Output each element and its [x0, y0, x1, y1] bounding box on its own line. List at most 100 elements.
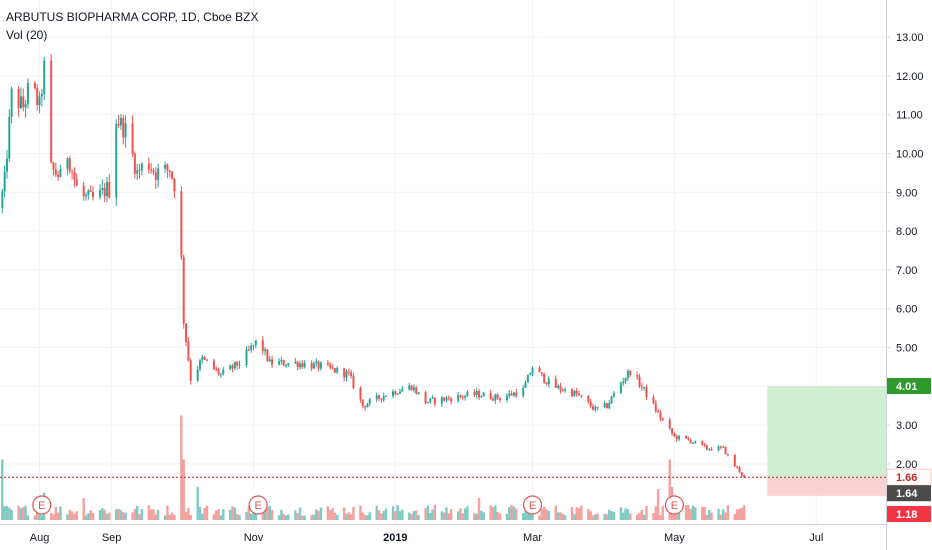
volume-bar — [298, 507, 302, 520]
x-tick-label: 2019 — [383, 532, 407, 544]
volume-bar — [522, 513, 525, 520]
candle-body — [326, 362, 329, 365]
volume-bar — [433, 504, 437, 520]
volume-bar — [589, 511, 592, 520]
candle-body — [198, 360, 201, 370]
symbol-title[interactable]: ARBUTUS BIOPHARMA CORP, 1D, Cboe BZX — [6, 10, 259, 24]
candle-body — [236, 361, 239, 366]
volume-bar — [429, 512, 432, 520]
volume-bar — [270, 509, 274, 520]
candle-body — [652, 396, 655, 404]
volume-bar — [691, 505, 695, 520]
volume-bar — [156, 509, 160, 520]
earnings-marker[interactable] — [522, 495, 543, 515]
y-tick-label: 9.00 — [896, 187, 917, 199]
target-zone[interactable] — [767, 385, 886, 478]
volume-bar — [449, 509, 453, 520]
candle-body — [596, 406, 599, 408]
candle-body — [505, 395, 508, 401]
candle-body — [382, 395, 385, 400]
grid — [0, 0, 886, 524]
candle-body — [498, 398, 501, 401]
volume-indicator-label[interactable]: Vol (20) — [6, 28, 48, 42]
volume-bar — [282, 514, 285, 520]
candle-body — [578, 393, 581, 396]
candle-body — [398, 391, 401, 394]
candle-body — [124, 123, 127, 138]
volume-bar — [138, 513, 141, 520]
candle-body — [66, 158, 69, 169]
volume-bar — [335, 514, 339, 520]
y-tick-label: 6.00 — [896, 304, 917, 316]
earnings-marker-label: E — [671, 500, 678, 512]
candle-body — [180, 191, 183, 258]
volume-bar — [477, 498, 481, 520]
volume-bar — [524, 508, 527, 520]
volume-bar — [494, 505, 497, 520]
volume-bar — [596, 513, 599, 520]
volume-bar — [612, 511, 616, 520]
candle-body — [412, 387, 415, 391]
y-tick-label: 3.00 — [896, 420, 917, 432]
volume-bar — [280, 509, 283, 520]
volume-bar — [703, 506, 706, 520]
candle-body — [443, 397, 446, 401]
volume-bar — [559, 512, 562, 520]
candle-body — [166, 164, 169, 171]
volume-bar — [619, 507, 623, 520]
candle-body — [138, 170, 141, 172]
candle-body — [705, 445, 708, 450]
volume-bar — [603, 513, 606, 520]
earnings-marker[interactable] — [248, 495, 268, 515]
volume-bar — [654, 506, 657, 520]
stop-zone[interactable] — [767, 477, 886, 496]
candle-body — [433, 397, 436, 404]
y-tick-label: 12.00 — [896, 71, 924, 83]
candle-body — [685, 435, 688, 439]
candle-body — [401, 389, 404, 392]
volume-bar — [140, 509, 144, 520]
volume-bar — [301, 515, 304, 520]
volume-bar — [73, 513, 76, 520]
candle-body — [268, 359, 271, 362]
volume-bar — [689, 509, 692, 520]
volume-bar — [661, 505, 664, 520]
candle-body — [73, 172, 76, 180]
volume-bar — [36, 510, 39, 520]
volume-bar — [573, 514, 576, 520]
volume-bar — [547, 510, 551, 520]
candle-body — [98, 190, 101, 198]
volume-bar — [540, 509, 544, 520]
volume-bar — [296, 513, 299, 520]
candle-body — [589, 401, 592, 407]
volume-bar — [352, 506, 355, 520]
candle-body — [738, 467, 741, 473]
candle-body — [564, 389, 567, 391]
volume-bar — [587, 508, 590, 520]
earnings-marker[interactable] — [32, 495, 52, 515]
candle-body — [717, 446, 720, 451]
candle-body — [708, 449, 711, 451]
candle-body — [22, 96, 25, 108]
volume-bar — [263, 508, 267, 520]
volume-bar — [401, 509, 404, 520]
volume-bar — [440, 511, 444, 520]
volume-bar — [198, 507, 202, 520]
volume-bar — [68, 509, 71, 520]
candle-body — [38, 96, 41, 106]
volume-bar — [673, 512, 676, 520]
candle-body — [450, 398, 453, 402]
volume-bar — [456, 511, 460, 520]
volume-bar — [473, 513, 476, 520]
volume-bar — [396, 505, 399, 520]
candle-body — [385, 395, 388, 397]
candle-body — [643, 387, 646, 389]
volume-bar — [303, 515, 306, 520]
volume-bar — [368, 512, 371, 520]
earnings-marker[interactable] — [664, 495, 684, 515]
volume-bar — [238, 515, 241, 520]
candle-body — [724, 446, 727, 455]
volume-bar — [75, 511, 78, 520]
volume-bar — [656, 489, 660, 520]
